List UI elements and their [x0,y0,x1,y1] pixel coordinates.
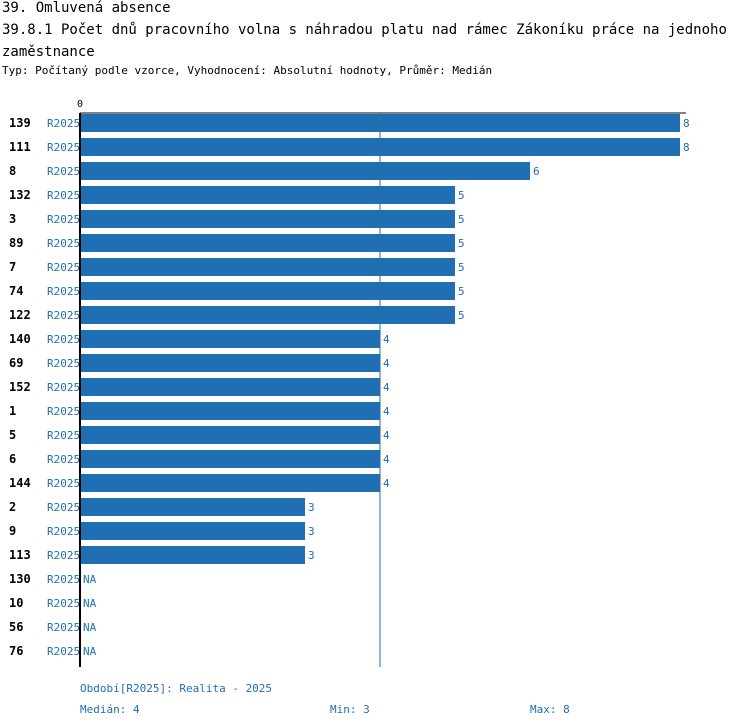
category-label: 9 [9,524,16,538]
footer-max: Max: 8 [530,703,570,716]
value-label: NA [83,597,97,610]
series-label: R2025 [47,213,80,226]
page-title: 39. Omluvená absence [2,0,171,16]
series-label: R2025 [47,453,80,466]
category-label: 7 [9,260,16,274]
value-label: 8 [683,141,690,154]
bar [80,450,380,468]
bar [80,186,455,204]
bar [80,498,305,516]
series-label: R2025 [47,621,80,634]
footer-min: Min: 3 [330,703,370,716]
category-label: 144 [9,476,31,490]
category-label: 139 [9,116,31,130]
series-label: R2025 [47,117,80,130]
category-label: 76 [9,644,23,658]
value-label: 3 [308,549,315,562]
bar [80,258,455,276]
series-label: R2025 [47,285,80,298]
series-label: R2025 [47,309,80,322]
series-label: R2025 [47,549,80,562]
bar [80,546,305,564]
category-label: 56 [9,620,23,634]
value-label: NA [83,573,97,586]
category-label: 132 [9,188,31,202]
category-label: 113 [9,548,31,562]
value-label: 5 [458,237,465,250]
bar [80,378,380,396]
bar [80,522,305,540]
category-label: 2 [9,500,16,514]
bar [80,402,380,420]
category-label: 5 [9,428,16,442]
value-label: 5 [458,213,465,226]
category-label: 89 [9,236,23,250]
bar [80,426,380,444]
footer-median: Medián: 4 [80,703,140,716]
category-label: 6 [9,452,16,466]
series-label: R2025 [47,477,80,490]
series-label: R2025 [47,261,80,274]
series-label: R2025 [47,429,80,442]
category-label: 1 [9,404,16,418]
value-label: 5 [458,189,465,202]
x-axis-zero-label: 0 [77,99,83,110]
bar [80,474,380,492]
value-label: 4 [383,453,390,466]
value-label: NA [83,645,97,658]
value-label: 5 [458,261,465,274]
series-label: R2025 [47,525,80,538]
category-label: 3 [9,212,16,226]
bar [80,210,455,228]
value-label: 4 [383,405,390,418]
series-label: R2025 [47,141,80,154]
category-label: 152 [9,380,31,394]
series-label: R2025 [47,645,80,658]
bar [80,330,380,348]
series-label: R2025 [47,165,80,178]
value-label: 6 [533,165,540,178]
category-label: 140 [9,332,31,346]
chart-type-line: Typ: Počítaný podle vzorce, Vyhodnocení:… [2,64,493,77]
category-label: 74 [9,284,23,298]
value-label: 3 [308,525,315,538]
category-label: 10 [9,596,23,610]
bar [80,306,455,324]
bar [80,354,380,372]
series-label: R2025 [47,237,80,250]
series-label: R2025 [47,597,80,610]
series-label: R2025 [47,357,80,370]
category-label: 122 [9,308,31,322]
value-label: 4 [383,381,390,394]
value-label: 8 [683,117,690,130]
value-label: 5 [458,285,465,298]
value-label: 4 [383,357,390,370]
footer-period: Období[R2025]: Realita - 2025 [80,682,273,695]
category-label: 69 [9,356,23,370]
series-label: R2025 [47,405,80,418]
category-label: 111 [9,140,31,154]
series-label: R2025 [47,381,80,394]
value-label: 3 [308,501,315,514]
value-label: 5 [458,309,465,322]
value-label: 4 [383,429,390,442]
series-label: R2025 [47,501,80,514]
chart-subtitle: 39.8.1 Počet dnů pracovního volna s náhr… [2,22,727,60]
bar [80,162,530,180]
series-label: R2025 [47,333,80,346]
value-label: 4 [383,333,390,346]
value-label: 4 [383,477,390,490]
value-label: NA [83,621,97,634]
category-label: 130 [9,572,31,586]
series-label: R2025 [47,189,80,202]
series-label: R2025 [47,573,80,586]
bar [80,234,455,252]
category-label: 8 [9,164,16,178]
bar [80,282,455,300]
